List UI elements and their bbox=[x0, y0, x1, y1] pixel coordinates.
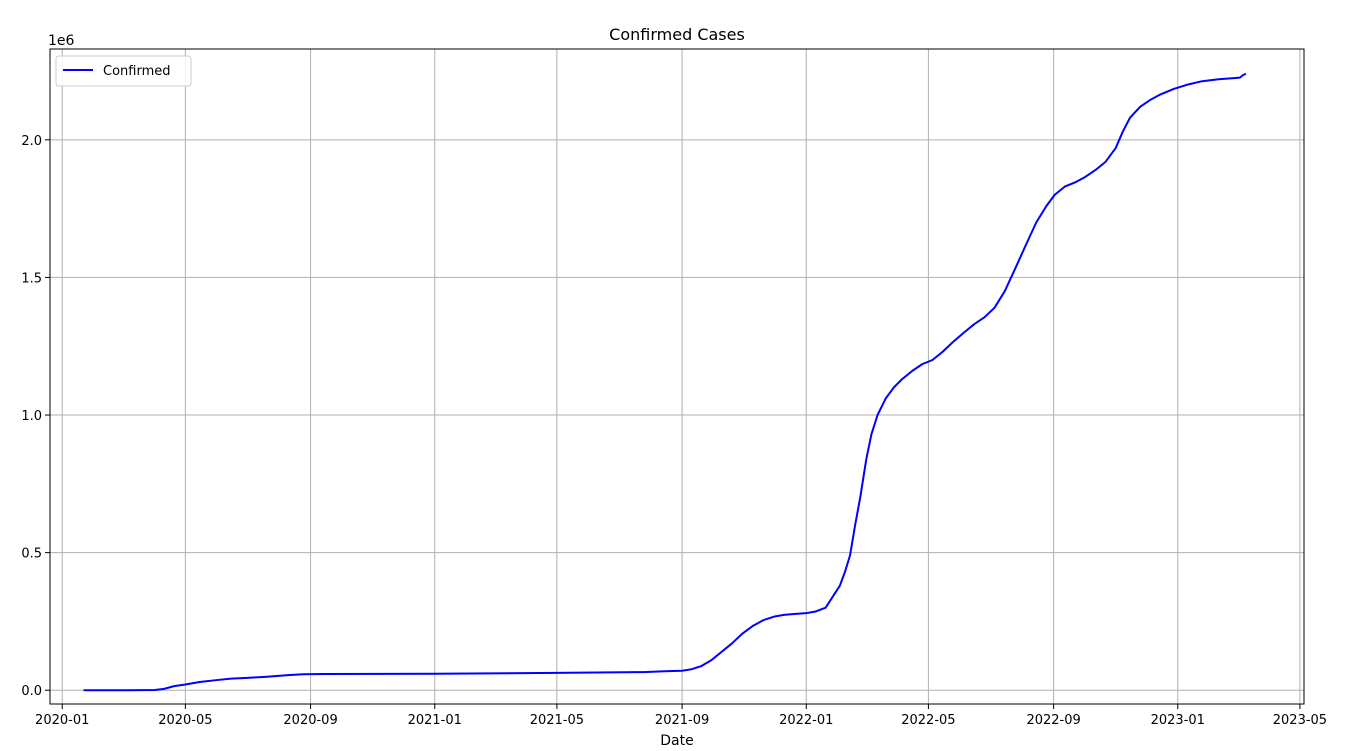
x-tick-label: 2021-09 bbox=[655, 713, 709, 728]
x-tick-label: 2022-09 bbox=[1026, 713, 1080, 728]
x-tick-label: 2022-01 bbox=[779, 713, 833, 728]
grid bbox=[50, 49, 1304, 704]
x-tick-label: 2021-01 bbox=[408, 713, 462, 728]
plot-frame bbox=[49, 48, 1305, 705]
x-tick-label: 2020-09 bbox=[283, 713, 337, 728]
y-tick-label: 2.0 bbox=[21, 134, 42, 149]
y-tick-label: 1.0 bbox=[21, 409, 42, 424]
series-line-confirmed bbox=[83, 72, 1247, 692]
x-tick-label: 2022-05 bbox=[901, 713, 955, 728]
x-tick-label: 2021-05 bbox=[530, 713, 584, 728]
x-tick-label: 2020-05 bbox=[158, 713, 212, 728]
legend: Confirmed bbox=[55, 55, 192, 87]
chart-title: Confirmed Cases bbox=[609, 25, 745, 44]
y-tick-label: 0.5 bbox=[21, 547, 42, 562]
y-tick-label: 0.0 bbox=[21, 684, 42, 699]
x-axis-label: Date bbox=[660, 733, 693, 747]
x-tick-label: 2020-01 bbox=[35, 713, 89, 728]
legend-label: Confirmed bbox=[103, 64, 171, 79]
y-axis-offset-label: 1e6 bbox=[48, 33, 75, 49]
legend-box bbox=[55, 55, 192, 87]
x-tick-label: 2023-01 bbox=[1151, 713, 1205, 728]
series-layer bbox=[83, 72, 1247, 692]
x-tick-label: 2023-05 bbox=[1273, 713, 1327, 728]
ticks: 2020-01 2020-05 2020-09 2021-01 2021-05 2021-… bbox=[21, 134, 1327, 728]
y-tick-label: 1.5 bbox=[21, 271, 42, 286]
